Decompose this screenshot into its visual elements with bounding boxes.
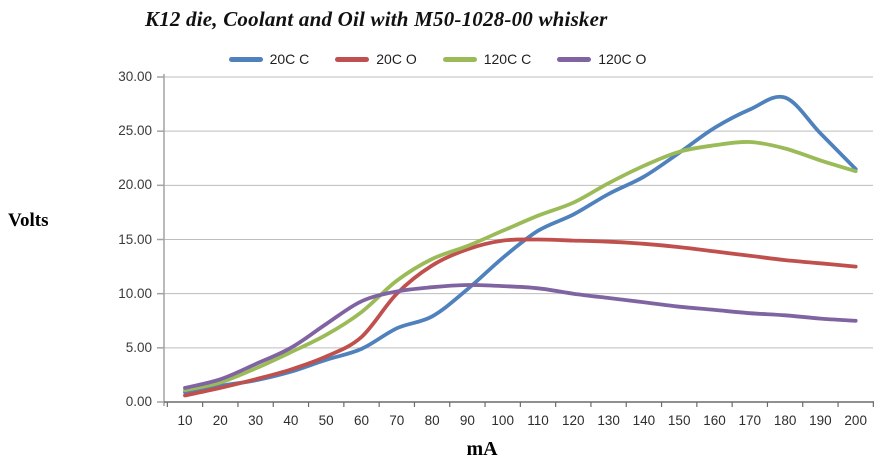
y-tick-label: 25.00	[118, 123, 152, 139]
legend-label: 120C C	[483, 51, 532, 67]
x-tick-label: 150	[667, 413, 691, 428]
series-line-20c-o	[183, 237, 858, 398]
x-tick-label: 50	[318, 413, 334, 428]
y-axis-title: Volts	[8, 210, 49, 231]
x-tick-label: 110	[527, 413, 549, 428]
legend-item-20c-c: 20C C	[228, 51, 310, 67]
chart-legend: 20C C 20C O 120C C 120C O	[0, 51, 875, 67]
x-tick-label: 120	[562, 413, 585, 428]
x-tick-label: 70	[389, 413, 405, 428]
x-tick-label: 200	[844, 413, 867, 428]
legend-item-120c-o: 120C O	[557, 51, 646, 67]
legend-item-120c-c: 120C C	[442, 51, 532, 67]
legend-label: 20C C	[269, 51, 310, 67]
legend-item-20c-o: 20C O	[335, 51, 417, 67]
x-tick-label: 60	[353, 413, 370, 428]
y-tick-label: 30.00	[118, 69, 152, 84]
legend-swatch	[442, 56, 477, 62]
legend-label: 20C O	[376, 51, 417, 67]
x-tick-label: 30	[248, 413, 264, 428]
legend-swatch	[335, 56, 370, 62]
legend-swatch	[557, 56, 592, 62]
series-line-120c-c	[183, 140, 858, 392]
chart-title: K12 die, Coolant and Oil with M50-1028-0…	[145, 7, 608, 31]
y-tick-label: 10.00	[118, 285, 152, 301]
x-tick-label: 170	[738, 413, 762, 428]
x-tick-label: 180	[773, 413, 797, 428]
x-axis-title: mA	[466, 438, 498, 460]
legend-label: 120C O	[598, 51, 647, 67]
x-tick-label: 10	[177, 413, 193, 428]
y-tick-label: 20.00	[118, 177, 152, 193]
series-line-120c-o	[183, 283, 858, 390]
y-tick-label: 5.00	[125, 339, 152, 355]
x-tick-label: 40	[283, 413, 299, 428]
legend-swatch	[228, 56, 263, 62]
x-tick-label: 80	[424, 413, 440, 428]
series-line-20c-c	[183, 94, 858, 395]
y-tick-label: 15.00	[118, 231, 152, 247]
x-tick-label: 160	[703, 413, 726, 428]
x-tick-label: 20	[212, 413, 228, 428]
x-tick-label: 190	[809, 413, 832, 428]
y-tick-label: 0.00	[125, 394, 152, 409]
x-tick-label: 100	[491, 413, 514, 428]
x-tick-label: 130	[597, 413, 620, 428]
x-tick-label: 90	[459, 413, 475, 428]
x-tick-label: 140	[632, 413, 656, 428]
